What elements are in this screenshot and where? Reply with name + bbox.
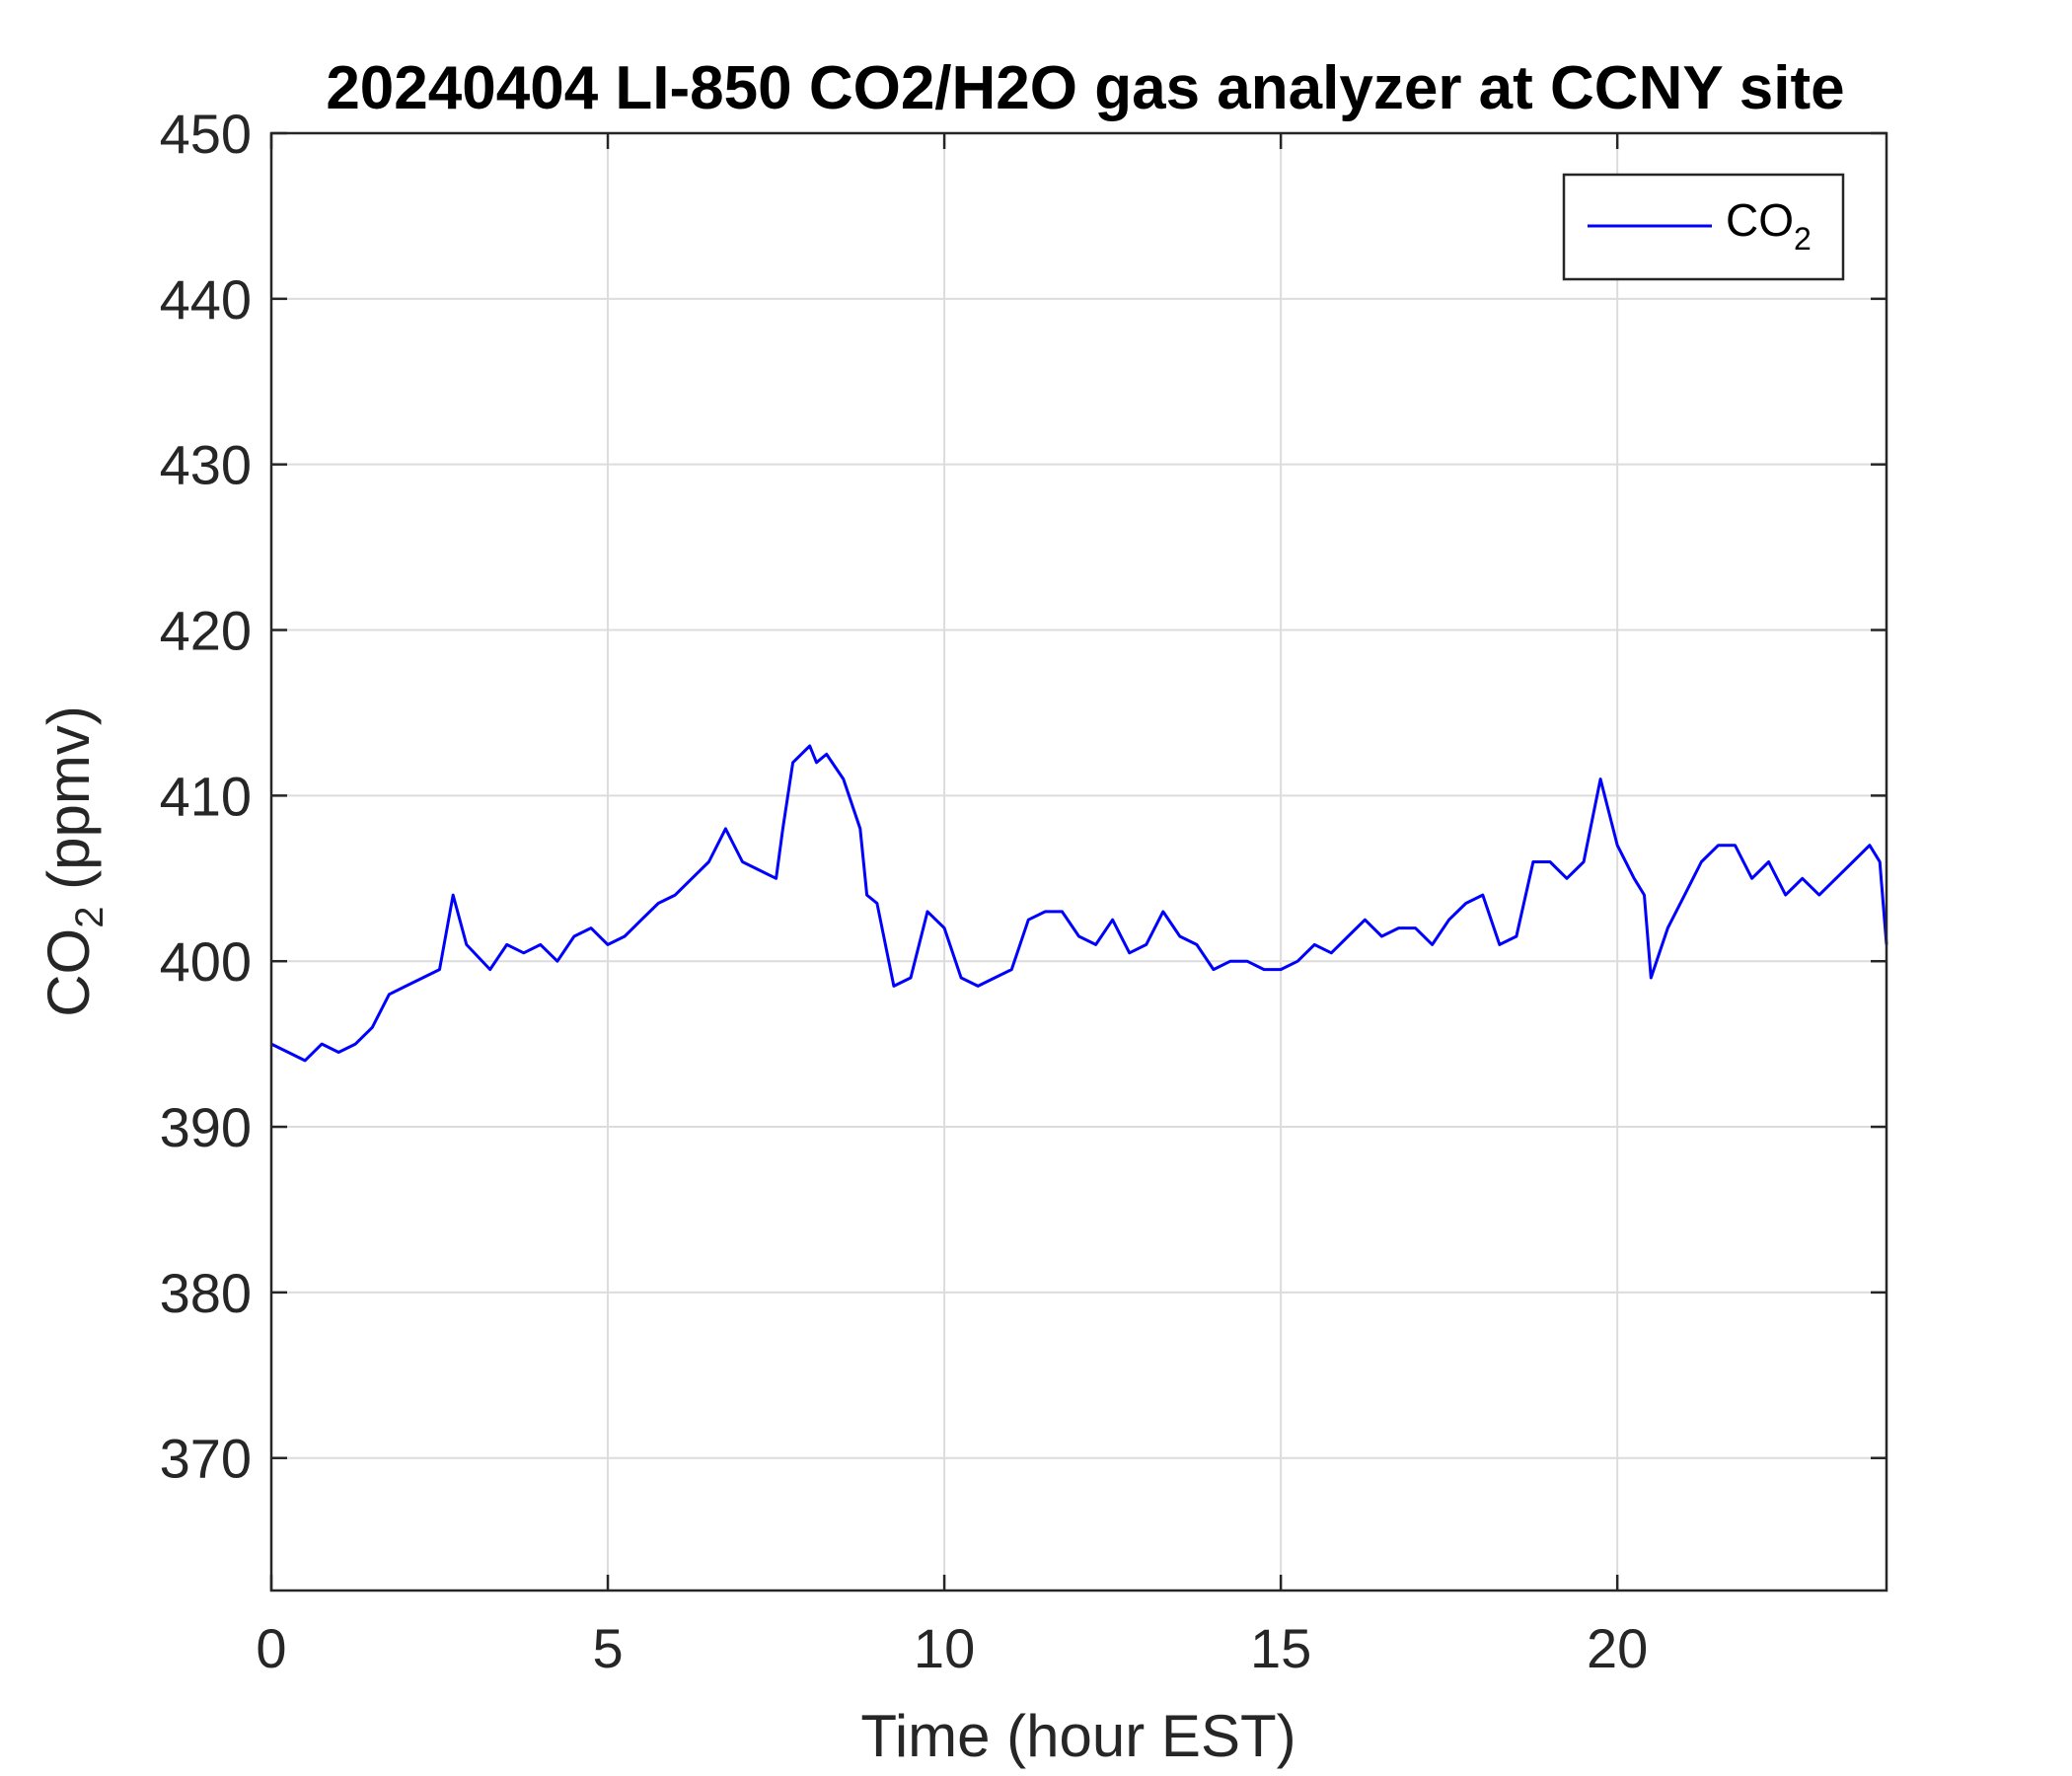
y-axis-label: CO2 (ppmv): [36, 705, 111, 1017]
x-axis-label: Time (hour EST): [860, 1703, 1295, 1769]
legend-label-base: CO: [1726, 194, 1794, 246]
y-tick-label: 400: [160, 930, 252, 993]
y-tick-label: 410: [160, 765, 252, 827]
x-tick-label: 15: [1250, 1617, 1311, 1679]
legend-label: CO2: [1726, 194, 1812, 257]
co2-series-line: [270, 744, 1888, 1063]
axes-box: [269, 131, 1888, 1592]
x-tick-label: 0: [256, 1617, 286, 1679]
y-tick-label: 440: [160, 268, 252, 331]
y-tick-label: 380: [160, 1262, 252, 1324]
y-tick-label: 450: [160, 103, 252, 165]
x-tick-label: 10: [914, 1617, 975, 1679]
x-tick-label: 20: [1587, 1617, 1648, 1679]
x-tick-labels: 0 5 10 15 20: [256, 1617, 1648, 1679]
x-tick-label: 5: [592, 1617, 623, 1679]
axis-ticks: [269, 131, 1887, 1591]
y-tick-label: 420: [160, 600, 252, 662]
y-axis-label-rest: (ppmv): [36, 705, 102, 906]
y-tick-label: 430: [160, 434, 252, 496]
plot-area: [270, 744, 1888, 1063]
y-tick-labels: 370 380 390 400 410 420 430 440 450: [160, 103, 252, 1490]
y-axis-label-subscript: 2: [68, 907, 111, 928]
legend-label-subscript: 2: [1794, 221, 1812, 257]
legend: CO2: [1562, 173, 1845, 281]
y-tick-label: 390: [160, 1096, 252, 1158]
chart-title: 20240404 LI-850 CO2/H2O gas analyzer at …: [326, 54, 1844, 122]
y-axis-label-base: CO: [36, 928, 102, 1017]
y-tick-label: 370: [160, 1428, 252, 1490]
